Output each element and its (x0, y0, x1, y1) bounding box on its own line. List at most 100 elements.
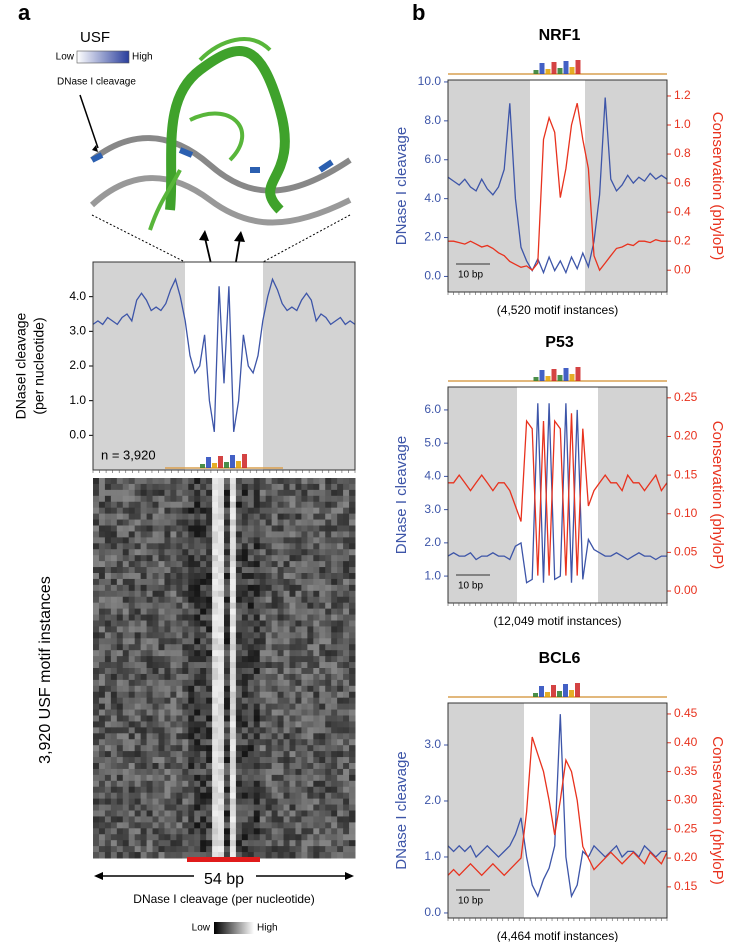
heatmap-cell (134, 703, 142, 711)
heatmap-cell (253, 774, 261, 782)
heatmap-cell (188, 656, 195, 663)
heatmap-cell (247, 495, 255, 503)
heatmap-cell (93, 555, 100, 562)
heatmap-cell (235, 489, 243, 497)
heatmap-cell (349, 543, 356, 550)
heatmap-cell (170, 840, 177, 847)
heatmap-cell (349, 786, 356, 794)
heatmap-cell (116, 709, 124, 716)
heatmap-cell (247, 543, 255, 550)
heatmap-cell (271, 561, 279, 568)
heatmap-cell (140, 792, 148, 800)
heatmap-cell (176, 691, 183, 699)
heatmap-cell (247, 501, 255, 509)
heatmap-cell (152, 602, 159, 610)
heatmap-cell (134, 768, 142, 776)
heatmap-cell (122, 495, 130, 503)
heatmap-cell (253, 763, 261, 770)
heatmap-cell (170, 578, 177, 586)
heatmap-cell (307, 685, 314, 693)
heatmap-cell (170, 828, 177, 835)
heatmap-cell (158, 852, 165, 859)
heatmap-cell (271, 792, 279, 800)
heatmap-cell (122, 519, 130, 526)
heatmap-cell (307, 483, 314, 491)
heatmap-cell (194, 840, 201, 847)
heatmap-cell (128, 531, 136, 538)
heatmap-cell (229, 489, 237, 497)
heatmap-cell (283, 596, 290, 604)
heatmap-cell (301, 638, 308, 645)
heatmap-cell (170, 739, 177, 746)
heatmap-cell (104, 739, 112, 746)
heatmap-cell (158, 555, 165, 562)
heatmap-cell (93, 578, 100, 586)
heatmap-cell (259, 852, 267, 859)
heatmap-cell (277, 525, 285, 532)
heatmap-cell (331, 549, 338, 556)
heatmap-cell (325, 573, 332, 580)
heatmap-cell (188, 745, 195, 752)
heatmap-cell (93, 501, 100, 509)
heatmap-cell (206, 727, 213, 734)
heatmap-cell (224, 555, 231, 562)
heatmap-cell (224, 780, 231, 788)
heatmap-cell (259, 590, 267, 598)
heatmap-cell (319, 549, 326, 556)
heatmap-cell (235, 834, 243, 841)
heatmap-cell (212, 608, 219, 616)
heatmap-cell (164, 668, 171, 675)
heatmap-cell (98, 549, 106, 556)
heatmap-cell (170, 709, 177, 716)
heatmap-cell (241, 757, 249, 764)
heatmap-cell (343, 709, 350, 716)
heatmap-cell (224, 804, 231, 811)
heatmap-cell (212, 745, 219, 752)
heatmap-cell (206, 626, 213, 633)
heatmap-cell (295, 501, 302, 509)
heatmap-cell (307, 638, 314, 645)
heatmap-cell (331, 751, 338, 758)
heatmap-cell (146, 656, 154, 663)
heatmap-cell (295, 727, 302, 734)
heatmap-legend-high: High (257, 923, 278, 934)
heatmap-cell (235, 757, 243, 764)
heatmap-cell (176, 525, 183, 532)
heatmap-cell (194, 531, 201, 538)
heatmap-cell (152, 555, 159, 562)
heatmap-cell (307, 662, 314, 669)
heatmap-cell (241, 489, 249, 497)
heatmap-cell (104, 578, 112, 586)
heatmap-cell (337, 525, 344, 532)
heatmap-cell (295, 632, 302, 639)
heatmap-cell (265, 733, 273, 740)
heatmap-cell (301, 715, 308, 722)
heatmap-cell (259, 638, 267, 645)
heatmap-cell (241, 668, 249, 675)
heatmap-cell (176, 501, 183, 509)
heatmap-cell (128, 804, 136, 811)
heatmap-cell (253, 537, 261, 544)
heatmap-cell (110, 697, 118, 705)
heatmap-cell (206, 650, 213, 657)
heatmap-cell (331, 739, 338, 746)
heatmap-cell (98, 656, 106, 663)
heatmap-cell (224, 733, 231, 740)
heatmap-cell (337, 679, 344, 687)
heatmap-cell (301, 602, 308, 610)
heatmap-cell (241, 780, 249, 788)
heatmap-cell (343, 555, 350, 562)
heatmap-cell (235, 721, 243, 728)
heatmap-cell (93, 608, 100, 616)
heatmap-cell (98, 828, 106, 835)
heatmap-cell (349, 703, 356, 711)
heatmap-cell (271, 638, 279, 645)
heatmap-cell (140, 774, 148, 782)
heatmap-cell (235, 768, 243, 776)
heatmap-cell (337, 673, 344, 681)
heatmap-cell (146, 673, 154, 681)
heatmap-cell (134, 673, 142, 681)
heatmap-cell (212, 709, 219, 716)
heatmap-cell (206, 489, 213, 497)
heatmap-cell (253, 543, 261, 550)
